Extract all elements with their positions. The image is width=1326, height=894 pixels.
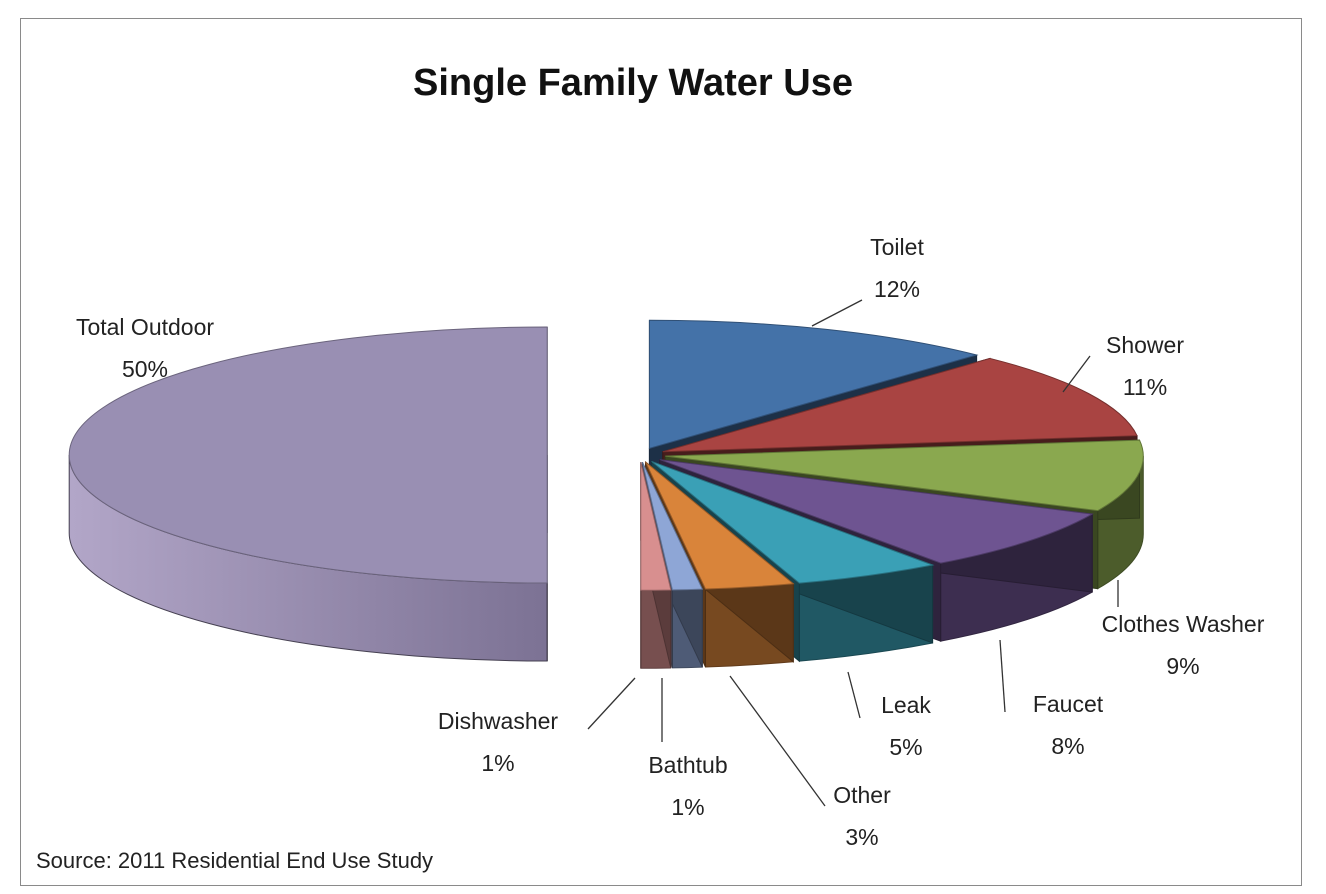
- leader-leak: [847, 671, 861, 719]
- slice-value-toilet: 12%: [874, 276, 920, 302]
- slice-label-clothes-washer: Clothes Washer: [1102, 611, 1265, 637]
- slice-value-other: 3%: [845, 824, 878, 850]
- leader-dishwasher: [587, 677, 636, 730]
- leader-lines: [587, 299, 1119, 807]
- slice-label-total-outdoor: Total Outdoor: [76, 314, 214, 340]
- source-note: Source: 2011 Residential End Use Study: [36, 848, 434, 873]
- slice-value-dishwasher: 1%: [481, 750, 514, 776]
- leader-toilet: [811, 299, 863, 327]
- leader-other: [729, 675, 826, 807]
- slice-shower: [662, 357, 1138, 453]
- slice-value-total-outdoor: 50%: [122, 356, 168, 382]
- slice-label-toilet: Toilet: [870, 234, 924, 260]
- slice-label-shower: Shower: [1106, 332, 1184, 358]
- slice-label-bathtub: Bathtub: [648, 752, 727, 778]
- slice-dishwasher: [640, 462, 672, 591]
- slice-value-faucet: 8%: [1051, 733, 1084, 759]
- leader-shower: [1062, 355, 1091, 393]
- pie-tops: [68, 319, 1144, 591]
- slice-faucet: [659, 459, 1094, 564]
- slice-label-other: Other: [833, 782, 891, 808]
- slice-clothes-washer: [665, 439, 1144, 512]
- leader-faucet: [999, 639, 1006, 713]
- slice-value-leak: 5%: [889, 734, 922, 760]
- slice-value-clothes-washer: 9%: [1166, 653, 1199, 679]
- slice-leak: [651, 460, 935, 584]
- slice-other: [645, 461, 795, 590]
- slice-bathtub: [641, 461, 704, 591]
- slice-labels: Total Outdoor 50% Toilet 12% Shower 11% Clothe…: [76, 234, 1265, 850]
- slice-label-leak: Leak: [881, 692, 931, 718]
- slice-total-outdoor: [68, 326, 548, 584]
- slice-toilet: [648, 319, 979, 449]
- slice-label-faucet: Faucet: [1033, 691, 1104, 717]
- slice-value-bathtub: 1%: [671, 794, 704, 820]
- slice-value-shower: 11%: [1123, 374, 1167, 400]
- chart-title: Single Family Water Use: [413, 62, 853, 104]
- slice-label-dishwasher: Dishwasher: [438, 708, 558, 734]
